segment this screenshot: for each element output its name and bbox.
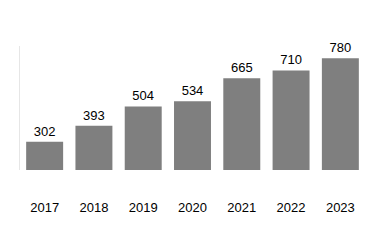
svg-text:2022: 2022 [277,200,306,215]
svg-text:302: 302 [34,124,56,139]
svg-text:710: 710 [280,52,302,67]
svg-text:2020: 2020 [178,200,207,215]
svg-text:2017: 2017 [30,200,59,215]
svg-text:780: 780 [330,40,352,55]
svg-text:504: 504 [132,88,154,103]
svg-text:2019: 2019 [129,200,158,215]
svg-text:534: 534 [182,83,204,98]
svg-text:2021: 2021 [227,200,256,215]
svg-text:665: 665 [231,60,253,75]
svg-text:2023: 2023 [326,200,355,215]
svg-text:2018: 2018 [79,200,108,215]
svg-text:393: 393 [83,108,105,123]
